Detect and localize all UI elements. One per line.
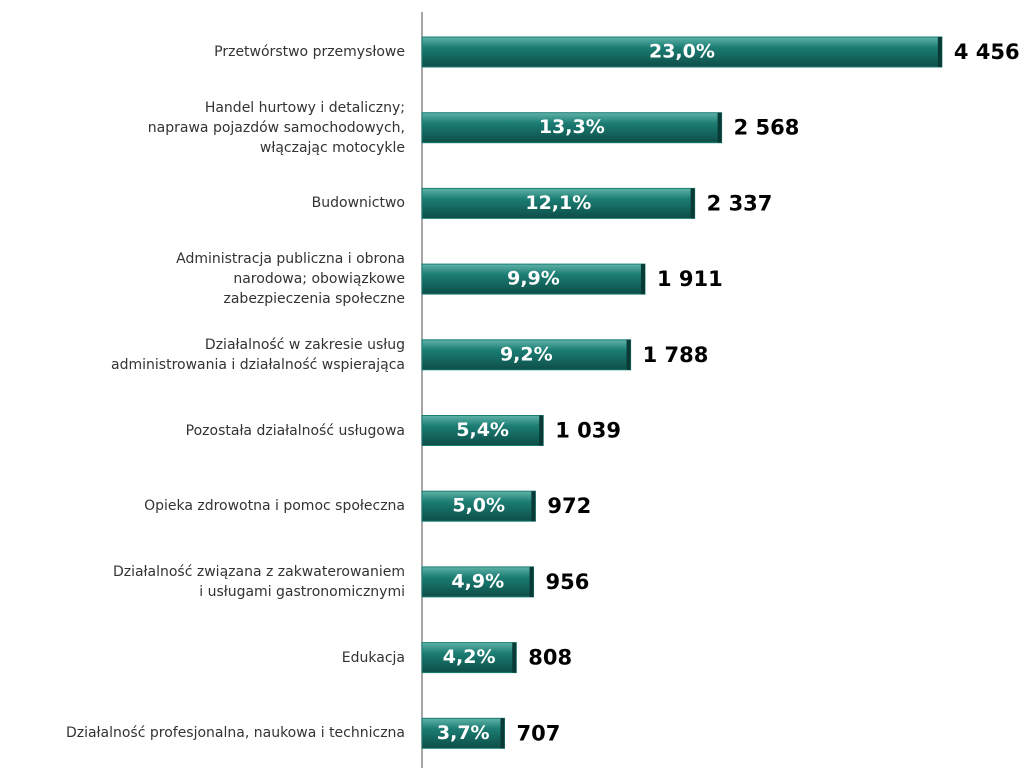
value-label: 1 788	[643, 343, 709, 367]
share-label: 23,0%	[649, 41, 715, 63]
value-label: 956	[546, 570, 590, 594]
value-label: 1 039	[555, 419, 621, 443]
bar-edge	[539, 415, 544, 446]
category-label: Opieka zdrowotna i pomoc społeczna	[144, 498, 405, 515]
value-label: 4 456	[954, 40, 1020, 64]
share-label: 13,3%	[539, 116, 605, 138]
category-label: Działalność profesjonalna, naukowa i tec…	[65, 725, 405, 742]
bar-edge	[937, 37, 942, 67]
value-label: 808	[528, 646, 572, 670]
category-label: Handel hurtowy i detaliczny; naprawa poj…	[147, 99, 405, 156]
bar	[421, 566, 535, 598]
bar	[421, 490, 536, 522]
category-label: Przetwórstwo przemysłowe	[214, 44, 405, 60]
bar-edge	[626, 339, 631, 370]
bar	[421, 717, 505, 749]
bar-edge	[717, 112, 722, 143]
share-label: 4,9%	[451, 570, 504, 592]
category-label: Edukacja	[341, 649, 405, 666]
share-label: 4,2%	[443, 646, 496, 668]
category-label: Budownictwo	[311, 195, 405, 212]
bar	[421, 415, 544, 446]
category-label: Administracja publiczna i obrona narodow…	[176, 251, 405, 308]
value-label: 972	[547, 494, 591, 518]
share-label: 5,0%	[452, 495, 505, 517]
value-label: 2 337	[707, 191, 773, 215]
value-label: 707	[516, 721, 560, 745]
category-label: Działalność związana z zakwaterowaniem i…	[112, 563, 405, 600]
bar-edge	[640, 264, 645, 295]
share-label: 9,2%	[500, 343, 553, 365]
value-label: 1 911	[657, 267, 723, 291]
bar-edge	[529, 566, 534, 597]
value-label: 2 568	[734, 116, 800, 140]
bar-edge	[531, 491, 536, 522]
share-label: 5,4%	[456, 419, 509, 441]
bar	[421, 642, 517, 674]
category-label: Pozostała działalność usługowa	[185, 422, 405, 439]
bar-edge	[690, 188, 695, 219]
share-label: 9,9%	[507, 268, 560, 290]
bar-edge	[500, 718, 505, 749]
bar	[421, 339, 632, 371]
category-label: Działalność w zakresie usług administrow…	[111, 336, 405, 373]
share-label: 12,1%	[525, 192, 591, 214]
share-label: 3,7%	[437, 722, 490, 744]
bar-edge	[512, 642, 517, 673]
